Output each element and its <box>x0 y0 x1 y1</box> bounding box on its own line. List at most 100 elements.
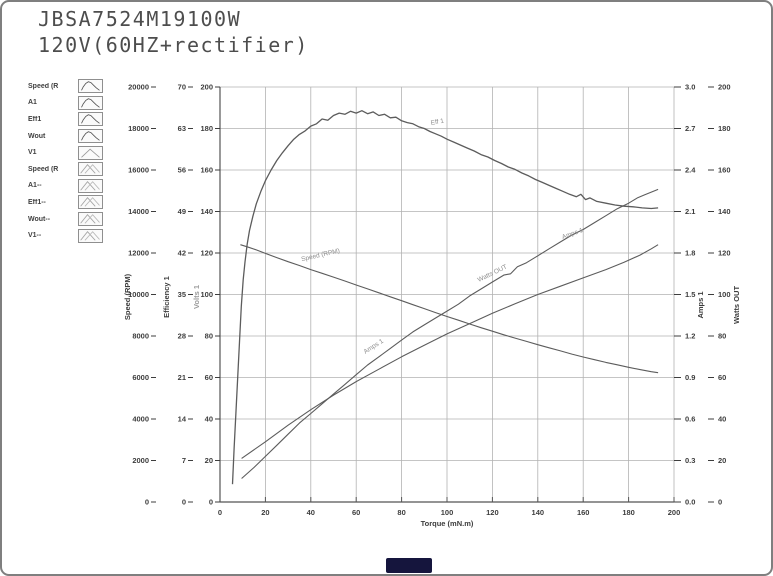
series-legend: Speed (R A1 Eff1 Wout V1 Speed (R A1-- Eff1-- Wo… <box>28 78 108 244</box>
y-axis-title: Volts 1 <box>192 285 201 309</box>
y-tick-label: 12000 <box>128 249 149 258</box>
y-tick-label: 10000 <box>128 290 149 299</box>
y-tick-label: 49 <box>178 207 186 216</box>
curve-swatch-icon <box>78 79 103 94</box>
y-tick-label: 160 <box>718 166 731 175</box>
legend-item-label: Eff1-- <box>28 198 46 206</box>
right-axis-0: 0.0 0.3 0.6 0.9 1.2 1.5 1.8 2.1 2.4 2.7 3.0 Amps 1 <box>674 83 705 507</box>
y-tick-label: 42 <box>178 249 186 258</box>
y-tick-label: 20000 <box>128 83 149 92</box>
y-tick-label: 1.8 <box>685 249 695 258</box>
y-tick-label: 60 <box>205 373 213 382</box>
x-tick-label: 200 <box>668 508 681 517</box>
x-tick-label: 100 <box>441 508 454 517</box>
right-axis-1: 0 20 40 60 80 100 120 140 160 180 200 Watts OUT <box>708 83 741 507</box>
curve-swatch-icon <box>78 228 103 243</box>
y-axis-title: Amps 1 <box>696 291 705 318</box>
y-tick-label: 18000 <box>128 124 149 133</box>
curve-label: Amps 1 <box>363 338 386 356</box>
x-tick-label: 160 <box>577 508 590 517</box>
y-tick-label: 2.7 <box>685 124 695 133</box>
curve-label: Amps 1 <box>561 227 584 241</box>
legend-item[interactable]: A1-- <box>28 178 108 195</box>
y-tick-label: 14000 <box>128 207 149 216</box>
y-tick-label: 16000 <box>128 166 149 175</box>
legend-item[interactable]: A1 <box>28 95 108 112</box>
curve-swatch-icon <box>78 178 103 193</box>
legend-item[interactable]: Speed (R <box>28 161 108 178</box>
legend-item-label: Wout-- <box>28 215 51 223</box>
y-tick-label: 160 <box>200 166 213 175</box>
y-tick-label: 2.1 <box>685 207 695 216</box>
legend-item[interactable]: Wout-- <box>28 211 108 228</box>
legend-item-label: Eff1 <box>28 115 42 123</box>
y-tick-label: 140 <box>200 207 213 216</box>
y-axis-title: Efficiency 1 <box>162 276 171 318</box>
x-tick-label: 80 <box>397 508 405 517</box>
curve-swatch-icon <box>78 112 103 127</box>
y-tick-label: 6000 <box>132 373 149 382</box>
legend-item-label: Speed (R <box>28 82 59 90</box>
x-tick-label: 140 <box>532 508 545 517</box>
curve-eff-1 <box>231 110 659 485</box>
x-axis-title: Torque (mN.m) <box>421 519 474 528</box>
legend-item-label: Wout <box>28 132 46 140</box>
y-tick-label: 28 <box>178 332 186 341</box>
y-tick-label: 40 <box>718 415 726 424</box>
page-title: JBSA7524M19100W 120V(60HZ+rectifier) <box>38 6 309 58</box>
y-tick-label: 60 <box>718 373 726 382</box>
legend-item[interactable]: V1 <box>28 144 108 161</box>
test-condition: 120V(60HZ+rectifier) <box>38 33 309 57</box>
y-axis-title: Speed (RPM) <box>123 273 132 320</box>
curve-swatch-icon <box>78 145 103 160</box>
y-tick-label: 0.3 <box>685 456 695 465</box>
legend-item[interactable]: Wout <box>28 128 108 145</box>
y-tick-label: 120 <box>200 249 213 258</box>
legend-item-label: V1-- <box>28 232 42 240</box>
y-tick-label: 2000 <box>132 456 149 465</box>
legend-item[interactable]: Eff1-- <box>28 194 108 211</box>
x-tick-label: 0 <box>218 508 222 517</box>
curve-swatch-icon <box>78 129 103 144</box>
left-axis-0: 0 2000 4000 6000 8000 10000 12000 14000 16000 180… <box>123 83 156 507</box>
legend-item[interactable]: V1-- <box>28 227 108 244</box>
y-tick-label: 120 <box>718 249 731 258</box>
legend-item-label: Speed (R <box>28 165 59 173</box>
legend-item[interactable]: Eff1 <box>28 111 108 128</box>
y-tick-label: 7 <box>182 456 186 465</box>
left-axis-1: 0 7 14 21 28 35 42 49 56 63 70 Efficiency 1 <box>162 83 193 507</box>
x-tick-label: 60 <box>352 508 360 517</box>
y-tick-label: 100 <box>718 290 731 299</box>
x-tick-label: 20 <box>261 508 269 517</box>
curve-swatch-icon <box>78 162 103 177</box>
y-axis-title: Watts OUT <box>732 286 741 324</box>
y-tick-label: 180 <box>718 124 731 133</box>
y-tick-label: 0.0 <box>685 498 695 507</box>
y-tick-label: 100 <box>200 290 213 299</box>
curve-label: Speed (RPM) <box>301 248 341 264</box>
legend-item[interactable]: Speed (R <box>28 78 108 95</box>
y-tick-label: 0 <box>718 498 722 507</box>
model-number: JBSA7524M19100W <box>38 7 242 31</box>
x-tick-label: 40 <box>307 508 315 517</box>
y-tick-label: 80 <box>205 332 213 341</box>
y-tick-label: 0 <box>145 498 149 507</box>
x-tick-label: 180 <box>622 508 635 517</box>
gridlines <box>219 86 675 503</box>
y-tick-label: 1.5 <box>685 290 695 299</box>
y-tick-label: 14 <box>178 415 187 424</box>
y-tick-label: 70 <box>178 83 186 92</box>
y-tick-label: 0.6 <box>685 415 695 424</box>
legend-item-label: A1 <box>28 99 37 107</box>
curve-swatch-icon <box>78 195 103 210</box>
y-tick-label: 56 <box>178 166 186 175</box>
x-tick-label: 120 <box>486 508 499 517</box>
curve-swatch-icon <box>78 212 103 227</box>
curve-label: Eff 1 <box>430 118 445 127</box>
y-tick-label: 4000 <box>132 415 149 424</box>
legend-item-label: V1 <box>28 149 37 157</box>
y-tick-label: 3.0 <box>685 83 695 92</box>
y-tick-label: 0 <box>209 498 213 507</box>
